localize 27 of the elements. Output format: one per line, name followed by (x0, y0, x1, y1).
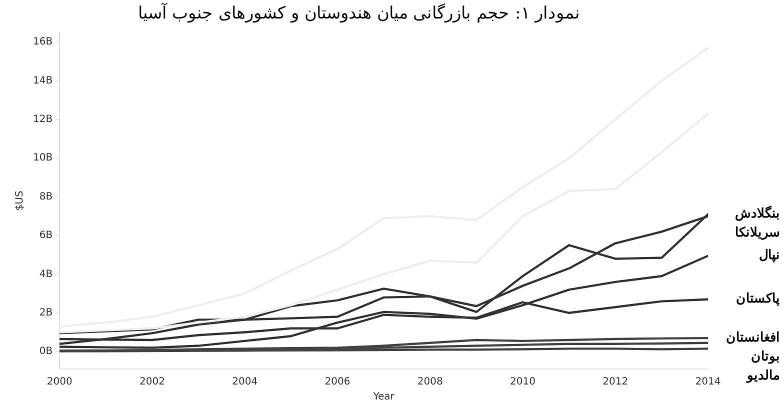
x-axis-title: Year (372, 392, 396, 403)
x-tick-label: 2006 (324, 376, 350, 388)
text: نپال (759, 248, 780, 264)
text: مالدیو (746, 368, 780, 384)
text: بنگلادش (735, 204, 780, 222)
y-tick-label: 0B (39, 346, 53, 358)
x-tick-label: 2010 (510, 376, 536, 388)
text: سریلانکا (735, 226, 780, 241)
y-tick-label: 4B (39, 268, 53, 280)
y-tick-label: 14B (32, 75, 53, 86)
x-tick-label: 2004 (232, 376, 258, 388)
text: پاکستان (736, 292, 780, 307)
x-tick-label: 2000 (46, 376, 72, 388)
x-tick-label: 2014 (695, 376, 721, 388)
y-tick-label: 10B (32, 152, 53, 164)
x-tick-label: 2012 (602, 376, 628, 388)
chart-title: نمودار ۱: حجم بازرگانی میان هندوستان و کشورهای جنوب آسیا (138, 2, 580, 24)
x-tick-label: 2008 (417, 376, 443, 388)
y-tick-label: 8B (39, 191, 53, 202)
y-tick-label: 12B (32, 114, 53, 126)
y-axis-title: $US (14, 190, 26, 211)
text: بوتان (751, 349, 780, 364)
series-label: افغانستان (726, 330, 780, 346)
y-tick-label: 2B (39, 307, 53, 318)
y-tick-label: 16B (32, 36, 53, 48)
x-tick-label: 2002 (139, 376, 165, 388)
y-tick-label: 6B (39, 230, 53, 242)
